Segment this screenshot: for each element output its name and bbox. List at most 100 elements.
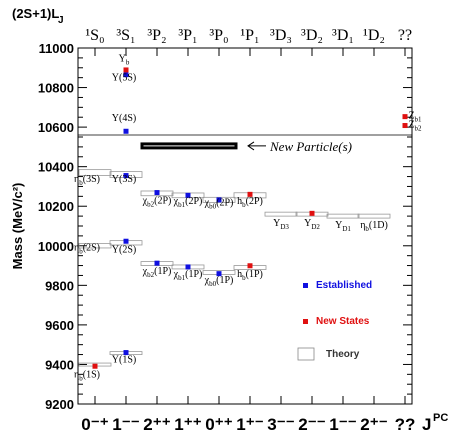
y-tick-label: 9800 [45,278,74,293]
legend: Established New States Theory [297,280,372,361]
state-label: χb2(1P) [142,266,172,279]
established-point [216,197,222,203]
column-bottom-label: 1⁻⁻ [329,415,356,434]
column-bottom-label: 1⁻⁻ [112,415,139,434]
state-label: Υ(5S) [112,73,136,84]
column-top-label: ¹P₁ [240,27,259,44]
y-axis-label: Mass (MeV/c²) [10,183,25,270]
column-bottom-label: 0⁻⁺ [81,415,108,434]
theory-box [202,196,236,203]
y-tick-label: 9200 [45,397,74,412]
established-point [185,264,191,270]
jpc-sup-label: PC [433,412,448,424]
state-label: ηb(1S) [74,369,100,382]
column-bottom-label: 3⁻⁻ [267,415,294,434]
column-top-label: ³P₂ [147,27,166,44]
annotation-arrow-head [247,141,255,151]
established-point [123,350,129,356]
jpc-main-label: J [422,415,431,434]
column-top-label: ³P₀ [209,27,228,44]
y-axis: 9200 9400 9600 9800 10000 10200 10400 10600 1080… [10,41,413,412]
column-top-label: ³D₃ [270,27,292,44]
new-state-point [402,114,408,120]
column-bottom-labels: 0⁻⁺ 1⁻⁻ 2⁺⁺ 1⁺⁺ 0⁺⁺ 1⁺⁻ 3⁻⁻ 2⁻⁻ 1⁻⁻ 2⁺⁻?? [81,415,415,434]
state-label: ηb(3S) [74,174,100,187]
theory-box [326,213,360,219]
y-tick-label: 10600 [38,120,74,135]
legend-label: Established [316,280,372,291]
established-point [123,173,129,179]
state-label: χb1(1P) [173,269,203,282]
new-state-point [123,67,129,73]
new-state-point [309,210,315,216]
state-label: χb1(2P) [173,196,203,209]
new-particle-box [140,142,238,150]
state-label: χb2(2P) [142,195,172,208]
jpc-label: J PC [422,412,448,434]
column-bottom-label: 2⁺⁺ [143,415,170,434]
y-tick-label: 9400 [45,357,74,372]
state-label: ηb(2S) [74,243,100,256]
state-label: ΥD1 [335,220,351,233]
column-bottom-label: 2⁺⁻ [360,415,387,434]
legend-label: Theory [326,349,360,360]
column-top-label: ?? [398,27,412,44]
established-point [216,271,222,277]
column-bottom-label: 2⁻⁻ [298,415,325,434]
state-label: χb0(2P) [204,198,234,211]
column-top-label: ³S₁ [116,27,135,44]
y-tick-label: 10800 [38,81,74,96]
column-top-label: ¹D₂ [363,27,385,44]
y-tick-label: 10200 [38,199,74,214]
established-point [123,238,129,244]
legend-label: New States [316,316,370,327]
y-tick-label: 11000 [39,41,74,56]
state-label: hb(2P) [237,196,263,209]
established-point [154,260,160,266]
state-label: Zb1 [408,111,422,124]
state-label: χb0(1P) [204,275,234,288]
state-label: Υb [119,53,130,66]
theory-box [264,211,298,217]
column-bottom-label: 0⁺⁺ [205,415,232,434]
state-label: hb(1P) [237,269,263,282]
new-state-point [247,191,253,197]
column-bottom-label: 1⁺⁻ [236,415,263,434]
y-tick-label: 9600 [45,318,74,333]
y-tick-label: 10400 [38,160,74,175]
state-label: Υ(1S) [112,354,136,365]
new-state-point [247,263,253,269]
state-label: Zb2 [408,120,422,133]
established-point [154,190,160,196]
column-top-label: ³D₂ [301,27,323,44]
y-tick-label: 10000 [38,239,74,254]
state-label: Υ(3S) [112,174,136,185]
established-point [123,72,129,78]
header-label: (2S+1)L [12,6,59,21]
state-label: ΥD2 [304,218,320,231]
column-top-label: ¹S₀ [85,27,104,44]
legend-swatch [303,319,308,324]
chart-header: (2S+1)L J [12,6,64,26]
new-state-point [92,363,98,369]
established-point [185,192,191,198]
annotation-text: New Particle(s) [269,139,352,154]
theory-box [78,243,112,249]
plot-area: ηb(1S) ηb(2S) ηb(3S) Υ(1S) Υ(2S) Υ(3S) Υ(4S) Υ(… [74,53,422,382]
header-sub-label: J [58,15,64,26]
theory-box [78,169,112,176]
state-label: ηb(1D) [360,220,388,233]
column-top-label: ³P₁ [178,27,197,44]
legend-swatch [297,347,315,361]
state-label: ΥD3 [273,218,289,231]
state-label: Υ(2S) [112,244,136,255]
theory-box [357,213,391,219]
established-point [123,128,129,134]
legend-swatch [303,283,308,288]
column-bottom-label: ?? [395,415,416,434]
column-bottom-label: 1⁺⁺ [174,415,201,434]
column-top-labels: ¹S₀ ³S₁ ³P₂ ³P₁ ³P₀ ¹P₁ ³D₃ ³D₂ ³D₁ ¹D₂?? [85,27,412,44]
column-top-label: ³D₁ [332,27,354,44]
state-label: Υ(4S) [112,113,136,124]
